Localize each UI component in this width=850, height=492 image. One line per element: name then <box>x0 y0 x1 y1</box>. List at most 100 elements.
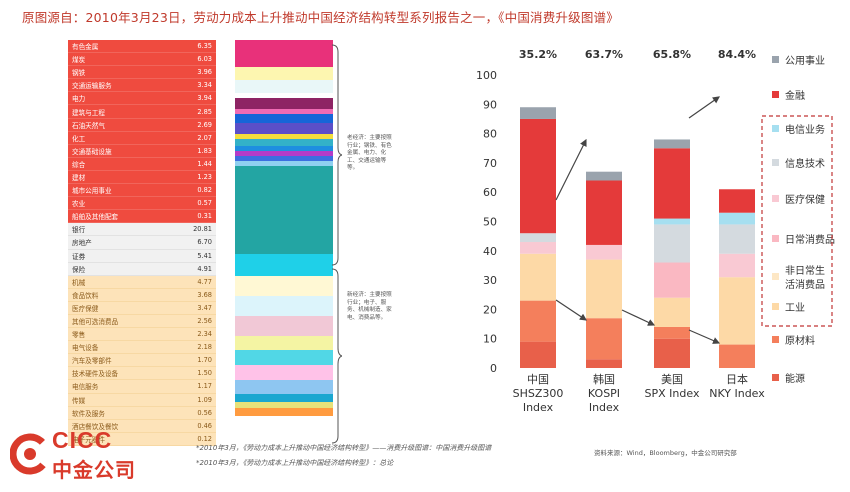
table-row: 其他可选消费品 2.56 <box>68 314 216 329</box>
row-value: 0.31 <box>197 212 212 221</box>
table-row: 银行 20.81 <box>68 223 216 237</box>
table-row: 城市公用事业 0.82 <box>68 184 216 198</box>
table-row: 建材 1.23 <box>68 170 216 185</box>
strip-segment <box>235 109 333 114</box>
y-tick-label: 100 <box>476 69 497 82</box>
bar-segment <box>520 107 556 119</box>
logo-text-en: CICC <box>52 427 113 453</box>
row-value: 3.94 <box>197 94 212 103</box>
strip-segment <box>235 80 333 93</box>
legend-swatch <box>772 235 779 242</box>
legend-label: 日常消费品 <box>785 233 835 246</box>
strip-segment <box>235 98 333 109</box>
legend-label: 工业 <box>785 302 805 314</box>
y-tick-label: 70 <box>483 157 497 170</box>
row-value: 1.70 <box>197 356 212 365</box>
strip-segment <box>235 350 333 365</box>
row-value: 3.68 <box>197 290 212 299</box>
legend-label: 金融 <box>785 89 805 102</box>
table-row: 交通基础设施 1.83 <box>68 144 216 158</box>
bar-segment <box>654 224 690 263</box>
row-value: 0.82 <box>197 186 212 195</box>
bar-segment <box>654 326 690 339</box>
table-row: 软件及服务 0.56 <box>68 406 216 420</box>
row-label: 电信服务 <box>72 383 99 392</box>
row-label: 交通运输服务 <box>72 82 112 91</box>
legend-swatch <box>772 56 779 63</box>
row-value: 6.03 <box>197 55 212 64</box>
row-label: 石油天然气 <box>72 121 105 130</box>
trend-arrow <box>688 96 720 119</box>
table-row: 电子元器件 0.12 <box>68 432 216 446</box>
bar-top-label: 65.8% <box>653 48 691 61</box>
table-row: 医疗保健 3.47 <box>68 301 216 315</box>
bar-segment <box>719 277 755 345</box>
row-value: 20.81 <box>193 225 212 234</box>
bar-segment <box>586 359 622 368</box>
legend-swatch <box>772 336 779 343</box>
strip-segment <box>235 139 333 146</box>
table-row: 房地产 6.70 <box>68 236 216 250</box>
legend-swatch <box>772 195 779 202</box>
table-row: 技术硬件及设备 1.50 <box>68 367 216 381</box>
trend-arrow <box>621 309 656 326</box>
x-category-label: SPX Index <box>645 387 700 400</box>
row-value: 0.56 <box>197 408 212 417</box>
strip-segment <box>235 296 333 316</box>
legend-swatch <box>772 303 779 310</box>
bar-segment <box>520 300 556 342</box>
table-row: 农业 0.57 <box>68 197 216 211</box>
row-value: 3.96 <box>197 68 212 77</box>
legend-highlight-box <box>761 115 833 327</box>
strip-segment <box>235 402 333 408</box>
bar-segment <box>586 244 622 260</box>
bar-segment <box>654 148 690 219</box>
row-label: 电力 <box>72 95 86 104</box>
x-category-label: 美国 <box>661 373 683 386</box>
bar-segment <box>654 338 690 368</box>
new-economy-note: 新经济：主要按照行业；电子、服务、机械制造、家电、消费品等。 <box>347 292 392 321</box>
strip-segment <box>235 254 333 276</box>
row-value: 3.34 <box>197 81 212 90</box>
y-tick-label: 30 <box>483 274 497 287</box>
strip-segment <box>235 114 333 123</box>
row-label: 农业 <box>72 200 86 209</box>
row-value: 3.47 <box>197 303 212 312</box>
y-tick-label: 60 <box>483 186 497 199</box>
row-value: 1.44 <box>197 159 212 168</box>
industry-color-strip <box>235 40 333 416</box>
strip-segment <box>235 276 333 296</box>
row-label: 化工 <box>72 134 86 143</box>
row-label: 食品饮料 <box>72 291 99 300</box>
x-category-label: NKY Index <box>709 387 765 400</box>
strip-segment <box>235 408 333 416</box>
strip-segment <box>235 380 333 394</box>
x-category-label: Index <box>589 401 620 414</box>
legend-label: 医疗保健 <box>785 193 825 206</box>
table-row: 证券 5.41 <box>68 249 216 263</box>
legend-label: 活消费品 <box>785 278 825 291</box>
table-row: 电气设备 2.18 <box>68 341 216 355</box>
row-value: 4.77 <box>197 277 212 286</box>
strip-segment <box>235 161 333 166</box>
table-row: 机械 4.77 <box>68 275 216 289</box>
row-label: 证券 <box>72 252 86 261</box>
bar-segment <box>520 233 556 243</box>
lower-bracket <box>331 268 342 444</box>
bar-segment <box>719 224 755 254</box>
y-tick-label: 90 <box>483 98 497 111</box>
bar-segment <box>654 297 690 327</box>
table-row: 石油天然气 2.69 <box>68 118 216 132</box>
strip-segment <box>235 67 333 80</box>
row-label: 船舶及其他配套 <box>72 213 119 222</box>
upper-bracket <box>331 44 342 266</box>
strip-segment <box>235 134 333 139</box>
bar-top-label: 35.2% <box>519 48 557 61</box>
row-label: 其他可选消费品 <box>72 318 119 327</box>
y-tick-label: 10 <box>483 333 497 346</box>
bar-segment <box>586 180 622 245</box>
legend-swatch <box>772 125 779 132</box>
row-value: 1.50 <box>197 369 212 378</box>
trend-arrow <box>555 138 587 201</box>
legend-swatch <box>772 374 779 381</box>
